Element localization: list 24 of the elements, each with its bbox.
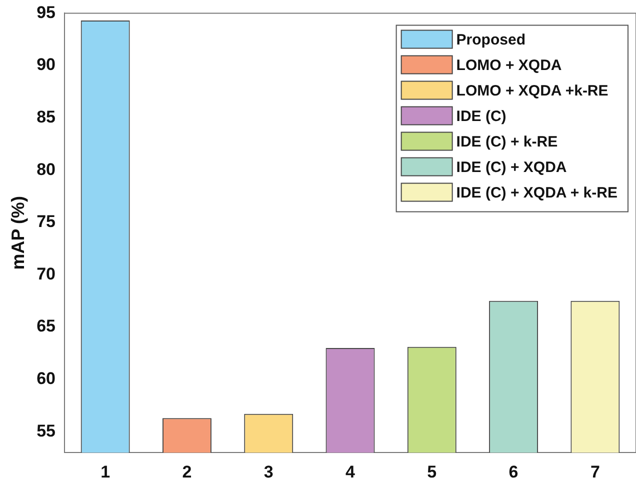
y-axis-title: mAP (%) xyxy=(8,196,28,270)
y-tick-label: 60 xyxy=(36,369,56,388)
x-tick-label: 4 xyxy=(346,462,356,482)
legend-label: IDE (C) + XQDA + k-RE xyxy=(456,184,618,202)
x-tick-label: 3 xyxy=(264,462,274,482)
y-tick-label: 95 xyxy=(36,2,56,22)
legend-label: Proposed xyxy=(456,31,526,48)
x-tick-label: 5 xyxy=(427,462,437,482)
legend-label: IDE (C) xyxy=(456,108,506,125)
y-tick-label: 70 xyxy=(36,264,56,284)
legend-label: IDE (C) + XQDA xyxy=(456,158,567,176)
legend-label: LOMO + XQDA +k-RE xyxy=(456,82,608,100)
x-tick-label: 1 xyxy=(100,462,110,482)
y-tick-label: 85 xyxy=(36,108,56,127)
x-tick-label: 6 xyxy=(508,462,518,482)
x-tick-label: 7 xyxy=(590,462,600,482)
y-tick-label: 90 xyxy=(36,55,56,74)
legend-label: LOMO + XQDA xyxy=(456,56,562,74)
y-tick-label: 55 xyxy=(36,421,56,440)
y-tick-label: 65 xyxy=(36,316,56,336)
x-tick-label: 2 xyxy=(182,462,192,482)
y-tick-label: 80 xyxy=(36,160,56,179)
legend-label: IDE (C) + k-RE xyxy=(456,133,558,150)
y-tick-label: 75 xyxy=(36,212,56,232)
